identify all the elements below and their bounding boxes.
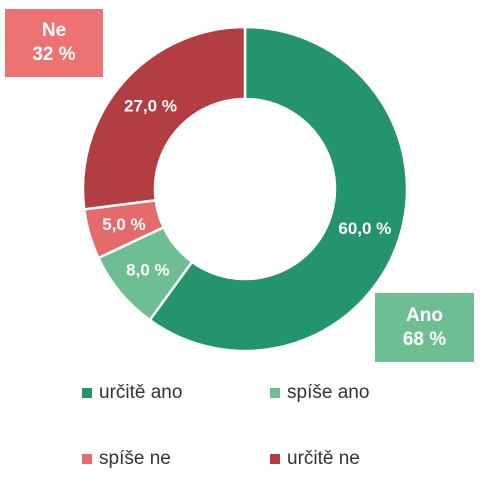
legend-label: spíše ne <box>99 448 171 469</box>
legend-label: určitě ano <box>99 382 183 403</box>
ano-callout-title: Ano <box>406 304 443 326</box>
slice-label-1: 8,0 % <box>126 260 169 279</box>
legend-label: spíše ano <box>287 382 370 403</box>
slice-label-0: 60,0 % <box>338 219 391 238</box>
ne-callout-value: 32 % <box>32 44 76 65</box>
legend-item-urcite-ano: určitě ano <box>82 382 182 404</box>
legend-swatch <box>270 454 280 464</box>
legend-swatch <box>270 388 280 398</box>
ano-callout: Ano 68 % <box>375 293 474 362</box>
slice-label-3: 27,0 % <box>124 97 177 116</box>
donut-slice-3 <box>81 25 247 211</box>
ne-callout: Ne 32 % <box>5 9 103 77</box>
ano-callout-value: 68 % <box>402 328 447 350</box>
legend-swatch <box>82 454 92 464</box>
legend-item-spise-ano: spíše ano <box>270 382 369 404</box>
legend-item-urcite-ne: určitě ne <box>270 448 360 470</box>
slice-label-2: 5,0 % <box>102 215 145 234</box>
donut-slice-0 <box>148 25 409 353</box>
legend-label: určitě ne <box>287 448 360 469</box>
donut-chart: 60,0 % 8,0 % 5,0 % 27,0 % <box>81 25 409 353</box>
legend-item-spise-ne: spíše ne <box>82 448 171 470</box>
ne-callout-title: Ne <box>41 20 67 41</box>
legend-swatch <box>82 388 92 398</box>
